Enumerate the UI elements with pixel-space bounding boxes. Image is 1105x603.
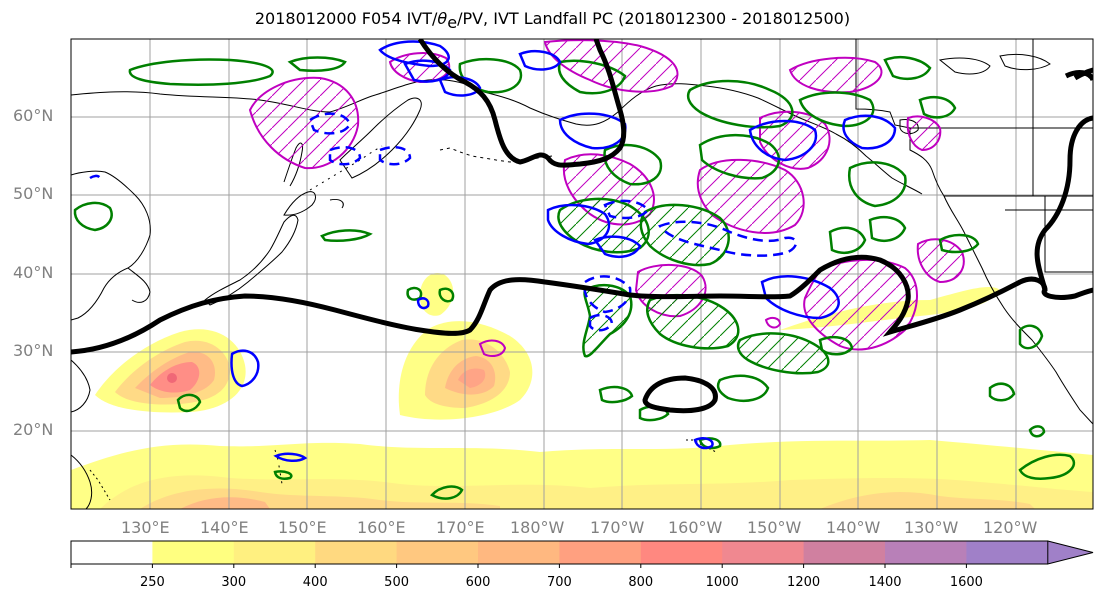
lon-label-150w: 150°W <box>747 518 802 537</box>
colorbar-tick-label: 300 <box>221 575 247 590</box>
colorbar-segment <box>559 541 642 564</box>
colorbar-tick-label: 600 <box>465 575 491 590</box>
lon-label-130w: 130°W <box>904 518 959 537</box>
colorbar-segment <box>885 541 967 564</box>
colorbar <box>70 540 1094 568</box>
colorbar-tick-label: 1400 <box>868 575 902 590</box>
lon-label-120w: 120°W <box>983 518 1038 537</box>
map-panel <box>71 39 1093 509</box>
colorbar-segment <box>315 541 398 564</box>
colorbar-segment <box>722 541 805 564</box>
lon-label-160w: 160°W <box>668 518 723 537</box>
pv-contours <box>73 56 1076 500</box>
lon-label-170e: 170°E <box>436 518 485 537</box>
colorbar-segment <box>478 541 560 564</box>
colorbar-tick-label: 1600 <box>949 575 983 590</box>
colorbar-tick-label: 700 <box>546 575 572 590</box>
figure-title: 2018012000 F054 IVT/θe/PV, IVT Landfall … <box>254 9 851 33</box>
colorbar-tick-label: 400 <box>302 575 328 590</box>
lat-label-20n: 20°N <box>13 420 54 439</box>
lon-label-140e: 140°E <box>200 518 249 537</box>
colorbar-segment <box>803 541 886 564</box>
colorbar-segment <box>396 541 479 564</box>
colorbar-segment <box>640 541 723 564</box>
lon-label-160e: 160°E <box>357 518 406 537</box>
colorbar-tick-label: 1000 <box>705 575 739 590</box>
colorbar-segment <box>152 541 235 564</box>
ivt-contours <box>230 40 897 462</box>
lat-label-30n: 30°N <box>13 341 54 360</box>
colorbar-tick-label: 250 <box>139 575 165 590</box>
colorbar-tick-label: 500 <box>384 575 410 590</box>
colorbar-extend-arrow <box>1047 540 1094 565</box>
lat-label-50n: 50°N <box>13 184 54 203</box>
ivt-negative-contours <box>89 112 798 332</box>
colorbar-segment <box>233 541 316 564</box>
lat-label-40n: 40°N <box>13 263 54 282</box>
map-frame <box>70 38 1094 510</box>
colorbar-tick-label: 1200 <box>787 575 821 590</box>
colorbar-tick-label: 800 <box>628 575 654 590</box>
lon-label-130e: 130°E <box>121 518 170 537</box>
lon-label-170w: 170°W <box>590 518 645 537</box>
colorbar-segment <box>966 541 1049 564</box>
lat-label-60n: 60°N <box>13 106 54 125</box>
lon-label-150e: 150°E <box>278 518 327 537</box>
lon-label-140w: 140°W <box>826 518 881 537</box>
colorbar-segment <box>71 541 153 564</box>
lon-label-180w: 180°W <box>510 518 565 537</box>
